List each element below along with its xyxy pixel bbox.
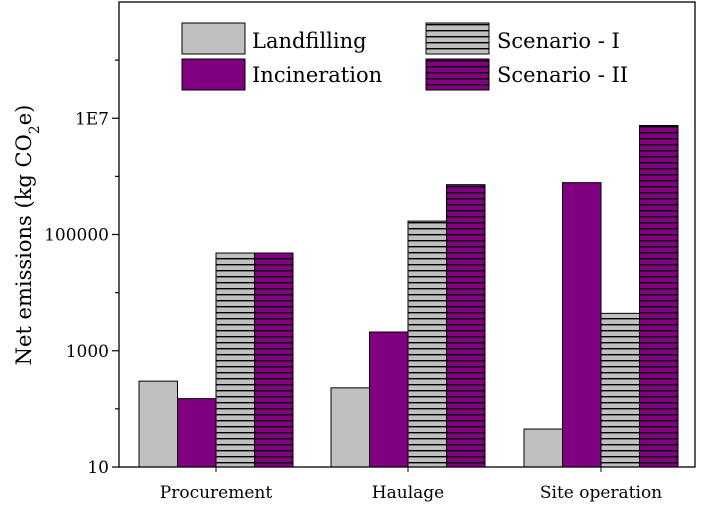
- bar-landfilling-site-operation: [523, 428, 563, 468]
- legend-label-scenario-ii: Scenario - II: [497, 63, 628, 87]
- bar-scenario-ii-procurement: [254, 252, 294, 468]
- bar-landfilling-haulage: [330, 387, 370, 468]
- legend-swatch-scenario-ii: [425, 58, 490, 91]
- legend-label-incineration: Incineration: [252, 63, 382, 87]
- bar-incineration-site-operation: [562, 182, 602, 468]
- category-label-haulage: Haulage: [372, 483, 444, 503]
- y-axis-title-subscript: 2: [27, 125, 43, 134]
- legend-swatch-landfilling: [181, 22, 246, 55]
- y-tick-label-2: 100000: [44, 226, 109, 246]
- bar-incineration-procurement: [177, 398, 217, 468]
- bar-scenario-i-procurement: [215, 252, 255, 468]
- category-label-procurement: Procurement: [160, 483, 273, 503]
- plot-frame: [118, 1, 696, 468]
- category-labels: Procurement Haulage Site operation: [160, 467, 662, 503]
- ticks-layer: 10 1000 100000 1E7: [44, 59, 119, 478]
- bar-scenario-ii-haulage: [446, 184, 486, 468]
- bars-layer: [138, 125, 679, 468]
- bar-scenario-i-site-operation: [600, 312, 640, 468]
- y-tick-label-1: 1000: [66, 342, 109, 362]
- legend-label-scenario-i: Scenario - I: [497, 29, 620, 53]
- y-tick-label-0: 10: [87, 458, 109, 478]
- legend-swatch-incineration: [181, 58, 246, 91]
- y-tick-label-3: 1E7: [75, 109, 109, 129]
- y-axis-title-main: Net emissions (kg CO: [12, 134, 36, 365]
- bar-incineration-haulage: [369, 331, 409, 468]
- bar-landfilling-procurement: [138, 380, 178, 468]
- legend-swatch-scenario-i: [425, 22, 490, 55]
- legend-label-landfilling: Landfilling: [252, 29, 367, 53]
- legend: Landfilling Incineration Scenario - I Scena…: [181, 22, 628, 91]
- bar-scenario-i-haulage: [407, 220, 447, 468]
- y-axis-title: Net emissions (kg CO2e): [12, 105, 43, 366]
- category-label-site-operation: Site operation: [540, 483, 662, 503]
- bar-scenario-ii-site-operation: [639, 125, 679, 468]
- y-axis-title-end: e): [12, 105, 36, 126]
